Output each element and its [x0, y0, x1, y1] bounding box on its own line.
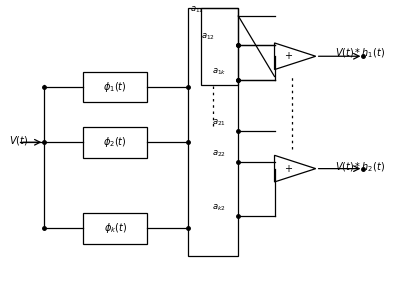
Polygon shape [275, 43, 316, 70]
Text: +: + [284, 51, 292, 61]
Bar [84, 72, 147, 102]
Bar [188, 8, 238, 256]
Text: $\phi_k(t)$: $\phi_k(t)$ [104, 221, 127, 235]
Text: $V(t)*h_2(t)$: $V(t)*h_2(t)$ [335, 160, 385, 174]
Text: $a_{k2}$: $a_{k2}$ [212, 203, 226, 213]
Text: +: + [284, 164, 292, 174]
Text: $V(t)$: $V(t)$ [9, 134, 28, 147]
Text: $\phi_1(t)$: $\phi_1(t)$ [103, 80, 127, 94]
Text: $a_{1k}$: $a_{1k}$ [212, 67, 227, 77]
Text: $\phi_2(t)$: $\phi_2(t)$ [103, 135, 127, 149]
Text: $a_{11}$: $a_{11}$ [190, 4, 204, 15]
Text: $a_{21}$: $a_{21}$ [212, 118, 226, 128]
Bar [84, 213, 147, 244]
Text: $a_{22}$: $a_{22}$ [212, 148, 226, 159]
Bar [201, 8, 238, 85]
Text: $V(t)*h_1(t)$: $V(t)*h_1(t)$ [335, 47, 385, 60]
Polygon shape [275, 155, 316, 182]
Bar [84, 127, 147, 158]
Text: $a_{12}$: $a_{12}$ [201, 32, 215, 42]
